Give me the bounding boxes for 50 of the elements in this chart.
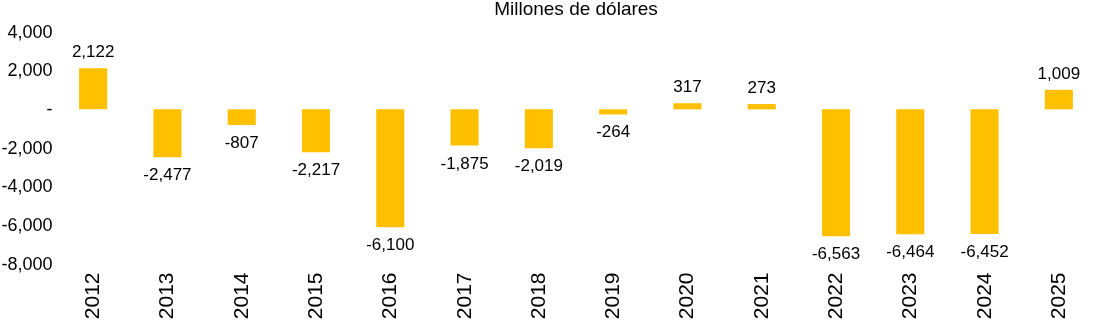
bar [450, 109, 479, 146]
x-tick-label: 2014 [228, 272, 252, 320]
x-tick-label: 2013 [154, 272, 178, 320]
x-tick-label: 2016 [377, 272, 401, 320]
bar [1044, 89, 1073, 110]
x-tick-label: 2015 [303, 272, 326, 320]
bar [153, 109, 182, 158]
data-label: -1,875 [440, 153, 489, 173]
bar [821, 109, 851, 237]
y-tick-label: - [46, 98, 53, 119]
data-label: -6,452 [960, 242, 1009, 262]
x-tick-label: 2022 [823, 272, 846, 320]
bar [673, 103, 702, 110]
data-label: -2,217 [291, 160, 341, 180]
bar [599, 109, 628, 115]
x-tick-label: 2023 [897, 272, 921, 320]
bar [896, 109, 925, 235]
data-label: -6,464 [886, 242, 935, 262]
x-tick-label: 2024 [971, 272, 995, 320]
chart-title: Millones de dólares [494, 0, 658, 19]
bar [301, 109, 331, 153]
x-tick-label: 2021 [748, 272, 772, 320]
bar [524, 109, 553, 149]
y-tick-label: 4,000 [7, 21, 53, 42]
data-label: 2,122 [71, 42, 115, 62]
data-label: 1,009 [1037, 63, 1081, 83]
x-tick-label: 2020 [674, 272, 698, 320]
y-tick-label: -2,000 [1, 137, 53, 158]
x-tick-label: 2019 [600, 272, 624, 320]
bar [376, 109, 405, 228]
data-label: 273 [747, 78, 776, 98]
data-label: -264 [596, 122, 631, 142]
y-tick-label: -4,000 [1, 176, 53, 197]
x-tick-label: 2017 [451, 272, 475, 320]
x-tick-label: 2025 [1045, 272, 1069, 320]
data-label: 317 [673, 77, 702, 97]
data-label: -6,100 [366, 235, 415, 255]
x-tick-label: 2012 [80, 272, 104, 320]
x-tick-label: 2018 [525, 272, 549, 320]
data-label: -2,019 [514, 156, 563, 176]
data-label: -6,563 [811, 244, 861, 264]
bar [227, 109, 256, 125]
bar [79, 68, 108, 110]
y-tick-label: -8,000 [1, 253, 53, 274]
data-label: -807 [224, 132, 259, 152]
y-tick-label: 2,000 [7, 60, 53, 81]
y-tick-label: -6,000 [1, 214, 53, 235]
data-label: -2,477 [143, 165, 192, 185]
bar [970, 109, 999, 235]
bar [747, 104, 776, 110]
